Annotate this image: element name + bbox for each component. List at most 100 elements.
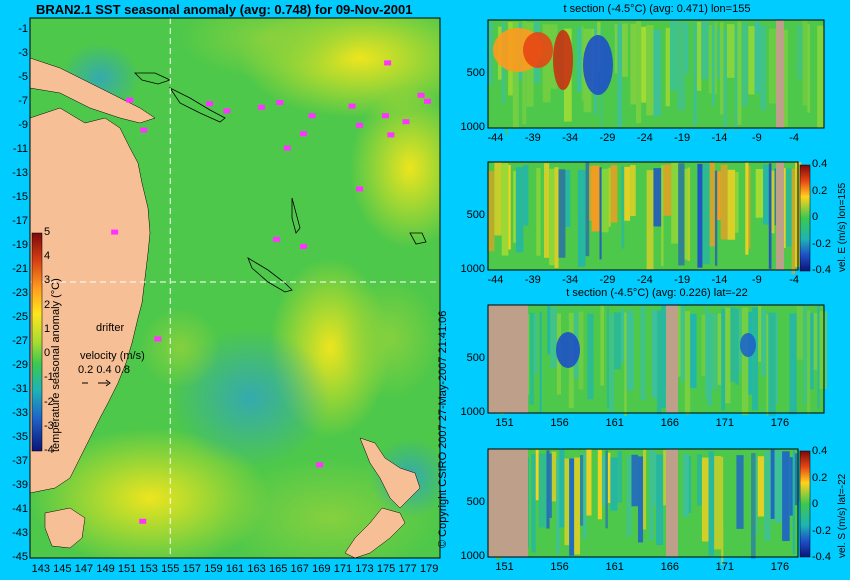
copyright-text: © Copyright CSIRO 2007 27-May-2007 21:41… [437, 310, 449, 548]
section-colorbar-tick: 0.4 [812, 158, 828, 170]
section-x-tick: -24 [636, 132, 653, 144]
section-x-tick: -39 [524, 274, 541, 286]
section-x-tick: -4 [789, 132, 800, 144]
map-x-tick: 157 [182, 563, 201, 575]
map-x-tick: 159 [204, 563, 223, 575]
map-x-tick: 153 [139, 563, 158, 575]
map-y-tick: -19 [12, 239, 28, 251]
map-y-tick: -33 [12, 407, 28, 419]
section-colorbar-tick: -0.4 [812, 551, 831, 563]
section-y-tick: 1000 [460, 550, 485, 562]
drifter-marker [126, 97, 134, 103]
section-colorbar-tick: -0.2 [812, 237, 831, 250]
map-y-tick: -15 [12, 191, 28, 203]
map-x-tick: 155 [161, 563, 180, 575]
section-land [488, 305, 528, 413]
section-x-tick: 151 [495, 561, 514, 573]
australia-land [30, 107, 151, 494]
section-x-tick: -14 [711, 274, 728, 286]
section-x-tick: -29 [599, 132, 616, 144]
vel-east-section-lon155 [487, 161, 802, 275]
section-colorbar-tick: 0.2 [812, 184, 828, 197]
section-x-tick: -34 [562, 274, 579, 286]
section-y-tick: 500 [466, 352, 485, 364]
drifter-marker [276, 100, 284, 105]
vel-east-colorbar [799, 164, 811, 272]
section-x-tick: 156 [550, 561, 569, 573]
map-x-tick: 151 [117, 563, 137, 575]
map-colorbar-tick: -2 [44, 395, 54, 408]
tasmania-land [44, 507, 86, 549]
drifter-marker [299, 244, 307, 249]
drifter-marker [139, 518, 147, 524]
section-x-tick: -9 [751, 274, 762, 286]
map-colorbar-label: temperature seasonal anomaly (°C) [50, 278, 62, 452]
velocity-legend-title: velocity (m/s) [80, 350, 145, 362]
map-y-tick: -25 [12, 311, 28, 323]
map-y-tick: -11 [12, 143, 28, 155]
section-x-tick: 166 [660, 417, 679, 429]
section-x-tick: 166 [660, 561, 679, 573]
section-colorbar-tick: -0.4 [812, 264, 831, 276]
drifter-marker [223, 108, 231, 114]
drifter-marker [381, 113, 389, 119]
map-x-tick: 149 [96, 563, 115, 575]
drifter-marker [308, 113, 316, 119]
map-y-tick: -5 [18, 71, 28, 83]
velocity-legend-arrows [82, 379, 111, 387]
section-x-tick: -19 [674, 132, 691, 144]
vel-south-colorbar-label: vel. S (m/s) lat=-22 [837, 473, 848, 558]
section-y-tick: 500 [466, 67, 485, 79]
drifter-marker [299, 131, 307, 137]
vanuatu-outline [291, 197, 301, 234]
section-x-tick: -14 [711, 132, 728, 144]
map-y-tick: -29 [12, 359, 28, 371]
map-colorbar-tick: 5 [44, 226, 51, 238]
section-x-tick: -34 [562, 132, 579, 144]
drifter-marker [283, 145, 291, 151]
section1-title: t section (-4.5°C) (avg: 0.471) lon=155 [563, 3, 751, 15]
map-y-tick: -41 [12, 503, 28, 515]
section-x-tick: -44 [487, 274, 504, 286]
map-y-tick: -45 [12, 551, 28, 563]
drifter-marker [257, 104, 265, 110]
map-x-tick: 163 [247, 563, 266, 575]
new-zealand-south-land [344, 507, 406, 558]
solomon-islands-outline [168, 86, 226, 123]
map-y-tick: -17 [12, 215, 28, 227]
temp-section-lat-22 [487, 304, 828, 417]
drifter-marker [417, 92, 425, 98]
drifter-marker [206, 101, 214, 107]
map-x-tick: 143 [31, 563, 50, 575]
map-y-tick: -9 [18, 119, 28, 131]
section-land [666, 449, 678, 557]
map-x-tick: 145 [53, 563, 72, 575]
new-guinea-land [30, 57, 156, 124]
section-x-tick: 171 [715, 417, 735, 429]
vel-south-colorbar [799, 450, 811, 558]
vel-south-section-lat-22 [487, 448, 804, 565]
section-x-tick: -44 [487, 132, 504, 144]
map-x-tick: 161 [225, 563, 245, 575]
section-y-tick: 1000 [460, 121, 485, 133]
map-x-tick: 173 [355, 563, 374, 575]
section-x-tick: 161 [605, 561, 624, 573]
section-x-tick: 176 [770, 561, 790, 573]
map-title: BRAN2.1 SST seasonal anomaly (avg: 0.748… [36, 2, 413, 17]
fiji-outline [409, 232, 427, 245]
new-zealand-north-land [359, 437, 421, 509]
drifter-marker [356, 122, 364, 128]
section-x-tick: 161 [605, 417, 624, 429]
section-colorbar-tick: -0.2 [812, 524, 831, 537]
section-x-tick: -4 [789, 274, 800, 286]
map-y-tick: -31 [12, 383, 28, 395]
map-x-tick: 177 [398, 563, 417, 575]
map-colorbar [31, 232, 43, 452]
map-x-tick: 167 [290, 563, 309, 575]
section-y-tick: 500 [466, 496, 485, 508]
map-colorbar-tick: 0 [44, 347, 51, 360]
map-x-tick: 175 [376, 563, 396, 575]
section-land [776, 162, 784, 270]
map-colorbar-tick: 1 [44, 322, 51, 335]
new-britain-outline [134, 72, 172, 85]
